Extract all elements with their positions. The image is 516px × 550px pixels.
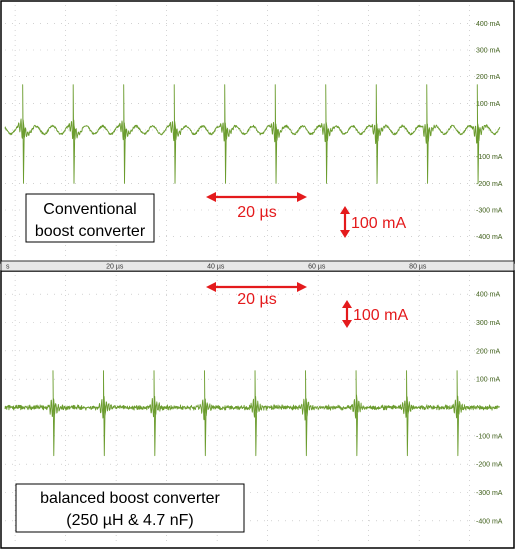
top-current-scale-annotation: 100 mA — [340, 206, 406, 238]
bottom-label-line-2: (250 µH & 4.7 nF) — [66, 512, 194, 529]
bottom-current-scale-label: 100 mA — [353, 307, 408, 324]
top-panel-label-box: Conventional boost converter — [25, 193, 155, 243]
time-tick-label: 60 µs — [308, 264, 326, 271]
time-axis-strip — [0, 260, 515, 272]
y-tick-label: -300 mA — [476, 490, 503, 497]
top-time-scale-annotation: 20 µs — [206, 192, 307, 221]
y-tick-label: -300 mA — [476, 208, 503, 215]
y-tick-label: 100 mA — [476, 377, 500, 384]
y-tick-label: 200 mA — [476, 74, 500, 81]
bottom-current-trace — [4, 370, 501, 457]
bottom-label-line-1: balanced boost converter — [40, 490, 220, 507]
y-tick-label: 400 mA — [476, 21, 500, 28]
top-current-scale-label: 100 mA — [351, 215, 406, 232]
y-tick-label: -100 mA — [476, 154, 503, 161]
top-label-line-1: Conventional — [43, 201, 136, 218]
y-tick-label: 300 mA — [476, 320, 500, 327]
time-tick-label: 40 µs — [207, 264, 225, 271]
y-tick-label: 300 mA — [476, 48, 500, 55]
top-y-tick-labels: 400 mA 300 mA 200 mA 100 mA -100 mA -200 mA -3… — [476, 21, 503, 241]
y-tick-label: 200 mA — [476, 348, 500, 355]
time-tick-label: 80 µs — [409, 264, 427, 271]
bottom-y-tick-labels: 400 mA 300 mA 200 mA 100 mA -100 mA -200 mA -3… — [476, 292, 503, 526]
top-label-line-2: boost converter — [35, 223, 146, 240]
y-tick-label: -200 mA — [476, 462, 503, 469]
time-axis-labels: s 20 µs 40 µs 60 µs 80 µs — [6, 264, 427, 271]
y-tick-label: -400 mA — [476, 234, 503, 241]
y-tick-label: -100 mA — [476, 433, 503, 440]
bottom-time-scale-label: 20 µs — [237, 291, 276, 308]
y-tick-label: 400 mA — [476, 292, 500, 299]
y-tick-label: 100 mA — [476, 101, 500, 108]
top-current-trace — [4, 84, 501, 184]
top-time-scale-label: 20 µs — [237, 204, 276, 221]
time-tick-label: s — [6, 264, 10, 271]
time-tick-label: 20 µs — [106, 264, 124, 271]
bottom-time-scale-annotation: 20 µs — [206, 282, 307, 308]
bottom-current-scale-annotation: 100 mA — [342, 300, 408, 328]
bottom-panel-label-box: balanced boost converter (250 µH & 4.7 n… — [15, 483, 245, 533]
y-tick-label: -400 mA — [476, 518, 503, 525]
y-tick-label: -200 mA — [476, 181, 503, 188]
